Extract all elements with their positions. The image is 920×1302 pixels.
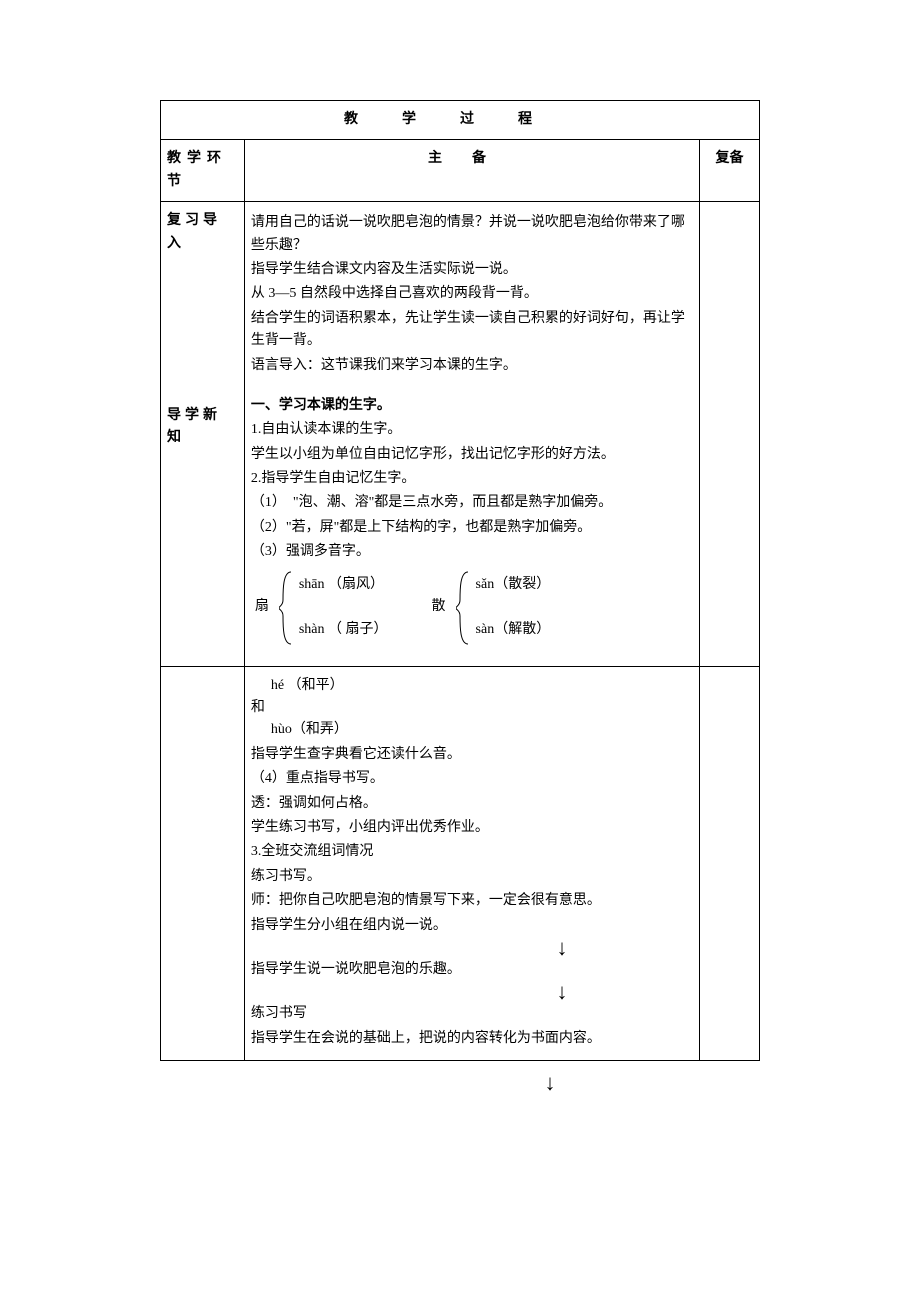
col2-header: 主备 [251,148,693,170]
lower-p5: 3.全班交流组词情况 [251,841,693,863]
header-row: 教学过程 [161,101,760,140]
he-r1: hé （和平） [271,675,693,697]
lower-p9: 指导学生说一说吹肥皂泡的乐趣。 [251,959,693,981]
lower-p6: 练习书写。 [251,866,693,888]
polyphonic-shan-san: 扇 shān （扇风） shàn （ 扇子） 散 sǎn（散裂 [251,570,693,646]
review-p3: 从 3—5 自然段中选择自己喜欢的两段背一背。 [251,283,693,305]
section-review-label: 复习导入 [167,210,238,255]
lower-p11: 指导学生在会说的基础上，把说的内容转化为书面内容。 [251,1028,693,1050]
char-shan: 扇 [251,570,273,646]
review-p4: 结合学生的词语积累本，先让学生读一读自己积累的好词好句，再让学生背一背。 [251,308,693,353]
shan-r2: shàn （ 扇子） [299,619,388,641]
table-title: 教学过程 [167,109,753,131]
san-r1: sǎn（散裂） [476,574,551,596]
lesson-table: 教学过程 教学环节 主备 复备 复习导入 导学新知 请用自己的话说一说吹肥皂泡的… [160,100,760,1061]
lower-p1: 指导学生查字典看它还读什么音。 [251,744,693,766]
san-r2: sàn（解散） [476,619,551,641]
shan-r1: shān （扇风） [299,574,388,596]
study-heading: 一、学习本课的生字。 [251,395,693,417]
arrow-down-icon: ↓ [431,937,693,959]
lower-p8: 指导学生分小组在组内说一说。 [251,915,693,937]
char-he: 和 [251,697,693,719]
subheader-row: 教学环节 主备 复备 [161,140,760,202]
study-p2: 学生以小组为单位自由记忆字形，找出记忆字形的好方法。 [251,444,693,466]
lower-p3: 透：强调如何占格。 [251,793,693,815]
col1-header: 教学环节 [167,148,238,193]
brace-icon [279,570,293,646]
review-p2: 指导学生结合课文内容及生活实际说一说。 [251,259,693,281]
he-r2: hùo（和弄） [271,719,693,741]
lower-p10: 练习书写 [251,1003,693,1025]
arrow-down-icon: ↓ [431,981,693,1003]
study-p1: 1.自由认读本课的生字。 [251,419,693,441]
char-san: 散 [428,570,450,646]
study-li3: （3）强调多音字。 [251,541,693,563]
lower-p2: （4）重点指导书写。 [251,768,693,790]
study-p3: 2.指导学生自由记忆生字。 [251,468,693,490]
section-study-label: 导学新知 [167,405,238,450]
brace-icon [456,570,470,646]
review-p1: 请用自己的话说一说吹肥皂泡的情景？并说一说吹肥皂泡给你带来了哪些乐趣？ [251,212,693,257]
col3-header: 复备 [706,148,753,170]
study-li1: （1） "泡、潮、溶"都是三点水旁，而且都是熟字加偏旁。 [251,492,693,514]
row-upper: 复习导入 导学新知 请用自己的话说一说吹肥皂泡的情景？并说一说吹肥皂泡给你带来了… [161,202,760,666]
arrow-down-icon: ↓ [340,1065,760,1100]
lower-p7: 师：把你自己吹肥皂泡的情景写下来，一定会很有意思。 [251,890,693,912]
row-lower: hé （和平） 和 hùo（和弄） 指导学生查字典看它还读什么音。 （4）重点指… [161,666,760,1060]
lower-p4: 学生练习书写，小组内评出优秀作业。 [251,817,693,839]
study-li2: （2）"若，屏"都是上下结构的字，也都是熟字加偏旁。 [251,517,693,539]
review-p5: 语言导入：这节课我们来学习本课的生字。 [251,355,693,377]
